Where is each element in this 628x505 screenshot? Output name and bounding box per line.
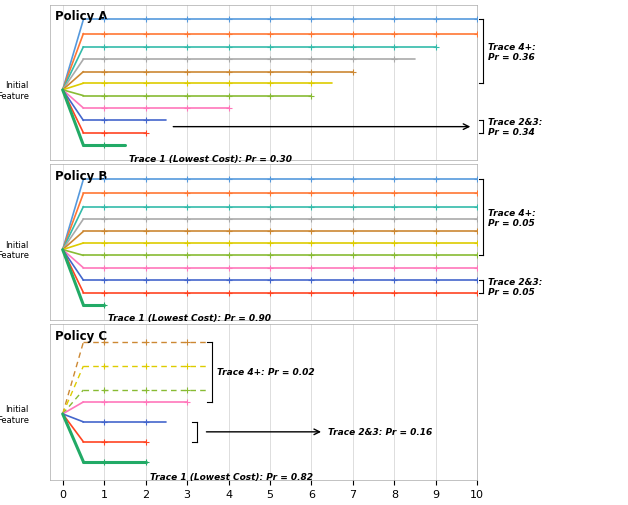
Text: Trace 1 (Lowest Cost): Pr = 0.82: Trace 1 (Lowest Cost): Pr = 0.82	[149, 472, 313, 481]
Text: Trace 1 (Lowest Cost): Pr = 0.30: Trace 1 (Lowest Cost): Pr = 0.30	[129, 154, 292, 163]
Text: Policy A: Policy A	[55, 10, 107, 23]
Text: Initial
Feature: Initial Feature	[0, 81, 29, 100]
Text: Trace 1 (Lowest Cost): Pr = 0.90: Trace 1 (Lowest Cost): Pr = 0.90	[108, 314, 271, 323]
Text: Trace 2&3: Pr = 0.16: Trace 2&3: Pr = 0.16	[328, 428, 432, 436]
Text: Trace 2&3:
Pr = 0.05: Trace 2&3: Pr = 0.05	[489, 277, 543, 296]
Text: Initial
Feature: Initial Feature	[0, 405, 29, 424]
Text: Initial
Feature: Initial Feature	[0, 240, 29, 260]
Text: Policy B: Policy B	[55, 170, 107, 183]
Text: Trace 4+: Pr = 0.02: Trace 4+: Pr = 0.02	[217, 368, 315, 377]
Text: Policy C: Policy C	[55, 329, 107, 342]
Text: Trace 4+:
Pr = 0.05: Trace 4+: Pr = 0.05	[489, 208, 536, 228]
Text: Trace 4+:
Pr = 0.36: Trace 4+: Pr = 0.36	[489, 42, 536, 62]
Text: Trace 2&3:
Pr = 0.34: Trace 2&3: Pr = 0.34	[489, 118, 543, 137]
